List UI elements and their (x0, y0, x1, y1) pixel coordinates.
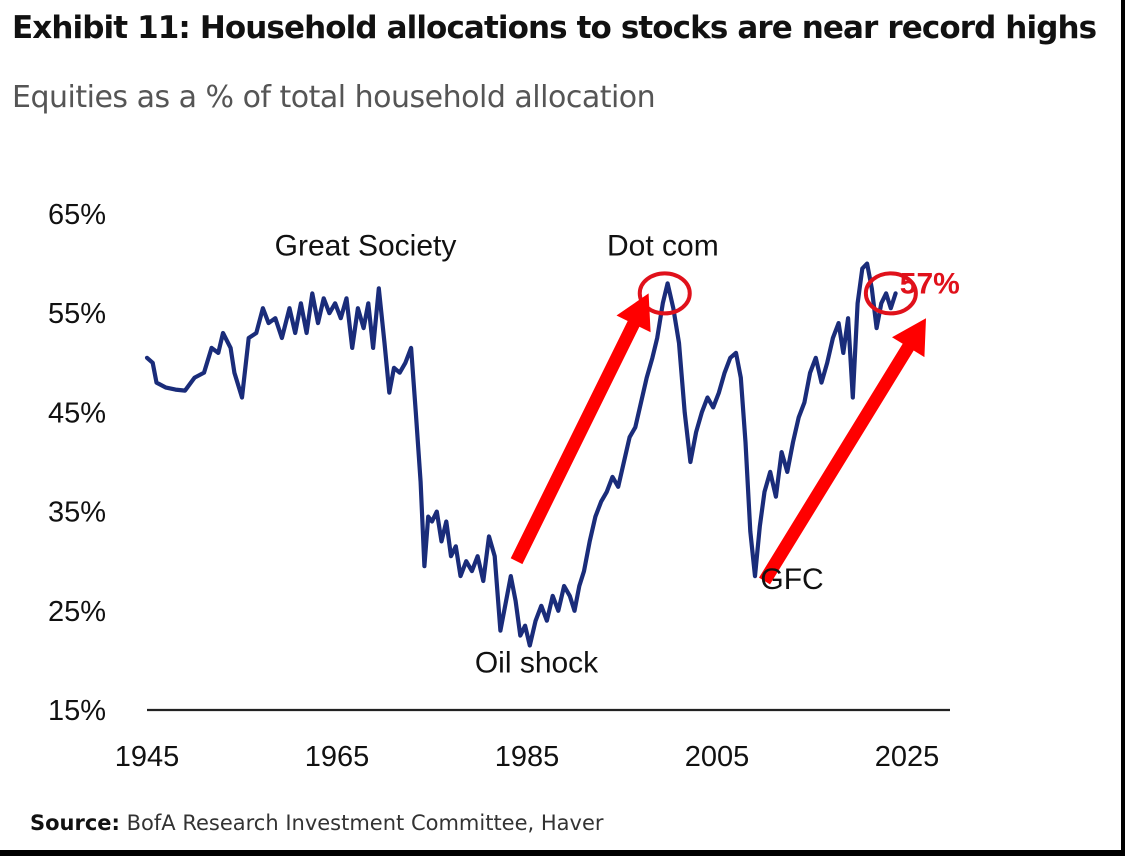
x-tick-label: 1945 (115, 741, 180, 773)
y-tick-label: 25% (48, 596, 106, 628)
x-tick-label: 1965 (305, 741, 370, 773)
y-tick-label: 45% (48, 397, 106, 429)
annotation-label: Great Society (275, 230, 457, 263)
x-tick-label: 2025 (875, 741, 940, 773)
frame-border-right (1121, 0, 1125, 856)
source-label: Source: (30, 811, 120, 835)
annotation-label: GFC (760, 563, 823, 596)
series-line (144, 261, 898, 648)
trend-arrow (510, 293, 651, 565)
chart-title: Exhibit 11: Household allocations to sto… (12, 10, 1097, 46)
annotation-current-value: 57% (900, 267, 960, 300)
highlight-circle (637, 271, 692, 316)
y-tick-label: 15% (48, 695, 106, 727)
frame-border-bottom (0, 850, 1125, 856)
annotation-label: Oil shock (475, 646, 599, 679)
chart-subtitle: Equities as a % of total household alloc… (12, 80, 656, 115)
y-tick-label: 55% (48, 298, 106, 330)
trend-arrow (759, 318, 926, 585)
x-tick-label: 2005 (685, 741, 750, 773)
source-text: BofA Research Investment Committee, Have… (126, 811, 604, 835)
y-tick-label: 35% (48, 497, 106, 529)
y-tick-label: 65% (48, 199, 106, 231)
highlight-circle (863, 271, 918, 316)
source-note: Source: BofA Research Investment Committ… (30, 811, 604, 835)
annotation-label: Dot com (607, 230, 719, 263)
x-tick-label: 1985 (495, 741, 560, 773)
